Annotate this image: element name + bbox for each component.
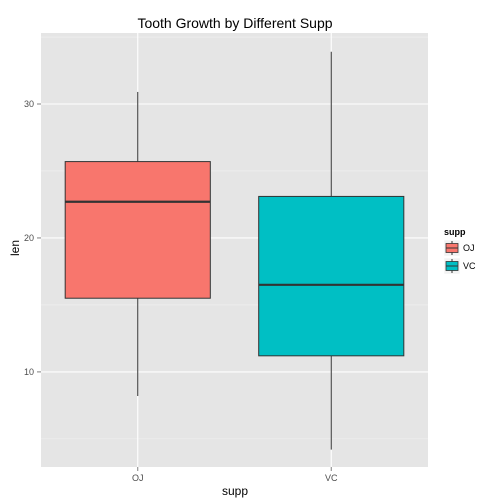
chart-title: Tooth Growth by Different Supp bbox=[137, 15, 332, 31]
legend: supp OJ VC bbox=[444, 227, 476, 274]
legend-label: OJ bbox=[463, 243, 475, 253]
legend-item-oj: OJ bbox=[444, 240, 475, 256]
y-tick-label: 10 bbox=[24, 367, 34, 377]
box-iqr bbox=[259, 196, 404, 355]
legend-item-vc: VC bbox=[444, 258, 476, 274]
legend-title: supp bbox=[444, 227, 466, 237]
x-tick-label: OJ bbox=[132, 473, 144, 483]
box-iqr bbox=[65, 162, 210, 299]
x-tick-label: VC bbox=[325, 473, 338, 483]
x-axis-title: supp bbox=[222, 484, 248, 498]
y-axis-title: len bbox=[8, 240, 22, 256]
y-tick-label: 20 bbox=[24, 233, 34, 243]
y-tick-label: 30 bbox=[24, 99, 34, 109]
legend-label: VC bbox=[463, 261, 476, 271]
